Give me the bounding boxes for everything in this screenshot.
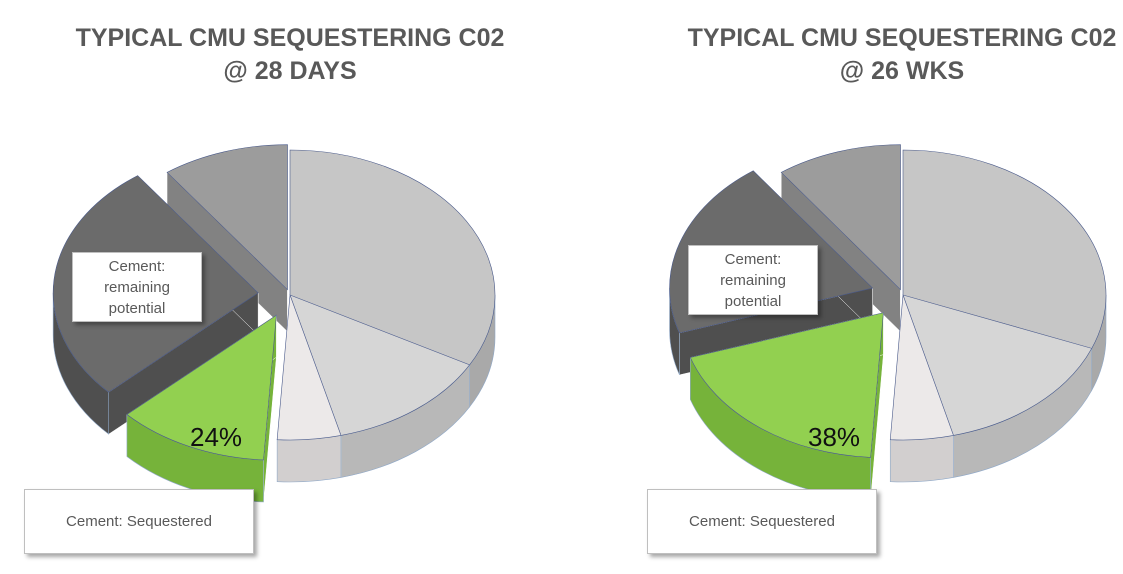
- title-line-2: @ 26 WKS: [839, 57, 965, 85]
- slice-cement-sequestered: [126, 314, 277, 461]
- chart-title-26-wks: TYPICAL CMU SEQUESTERING C02 @ 26 WKS: [652, 22, 1123, 88]
- slice-very-light: [276, 294, 342, 441]
- slice-cement-sequestered: [689, 312, 884, 458]
- data-label-sequestered-pct: 24%: [190, 422, 243, 452]
- slice-light-large: [902, 149, 1107, 349]
- title-line-1: TYPICAL CMU SEQUESTERING C02: [75, 24, 505, 52]
- slice-light-large: [289, 149, 496, 366]
- slice-light-medium: [289, 294, 471, 436]
- title-line-1: TYPICAL CMU SEQUESTERING C02: [687, 24, 1117, 52]
- slice-very-light-side: [276, 435, 342, 483]
- title-line-2: @ 28 DAYS: [223, 57, 357, 85]
- slice-light-medium: [902, 294, 1093, 436]
- slice-very-light: [889, 294, 954, 441]
- chart-title-28-days: TYPICAL CMU SEQUESTERING C02 @ 28 DAYS: [40, 22, 540, 88]
- slice-medium-gray: [166, 144, 288, 291]
- label-cement-remaining: Cement: remaining potential: [72, 252, 202, 322]
- label-cement-remaining: Cement: remaining potential: [688, 245, 818, 315]
- label-cement-sequestered: Cement: Sequestered: [24, 489, 254, 554]
- slice-very-light-side: [889, 435, 954, 483]
- label-cement-sequestered: Cement: Sequestered: [647, 489, 877, 554]
- data-label-sequestered-pct: 38%: [808, 422, 861, 452]
- slice-medium-gray: [780, 144, 901, 291]
